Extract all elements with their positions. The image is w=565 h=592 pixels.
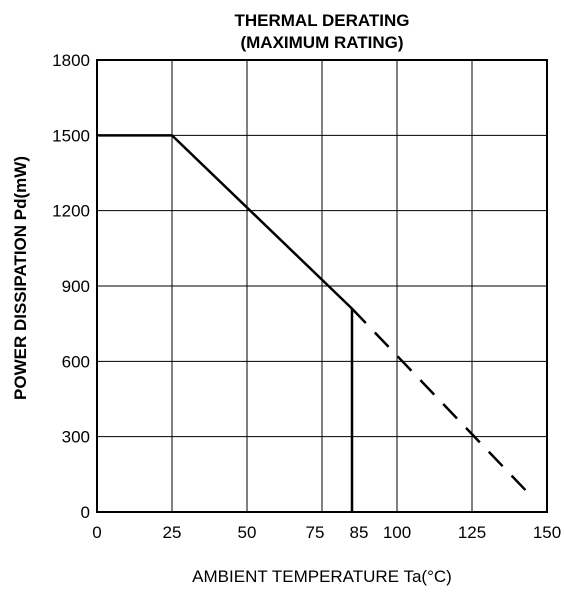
x-tick-label: 125 [458,523,486,542]
x-tick-label: 85 [350,523,369,542]
derating-line-dashed [352,309,532,497]
y-axis-title: POWER DISSIPATION Pd(mW) [11,156,30,400]
x-tick-label: 50 [238,523,257,542]
y-tick-label: 600 [62,352,90,371]
y-tick-labels: 0 300 600 900 1200 1500 1800 [52,51,90,522]
x-tick-label: 150 [533,523,561,542]
x-tick-labels: 0 25 50 75 85 100 125 150 [92,523,561,542]
y-tick-label: 1500 [52,126,90,145]
series-layer [97,135,532,512]
chart-title: THERMAL DERATING [234,11,409,30]
x-tick-label: 100 [383,523,411,542]
y-tick-label: 1200 [52,202,90,221]
grid-lines [97,60,547,512]
x-tick-label: 0 [92,523,101,542]
x-tick-label: 75 [306,523,325,542]
x-tick-label: 25 [163,523,182,542]
y-tick-label: 1800 [52,51,90,70]
y-tick-label: 900 [62,277,90,296]
chart-subtitle: (MAXIMUM RATING) [240,33,403,52]
y-tick-label: 0 [81,503,90,522]
derating-line-solid [97,135,352,308]
y-tick-label: 300 [62,428,90,447]
x-axis-title: AMBIENT TEMPERATURE Ta(°C) [192,567,452,586]
